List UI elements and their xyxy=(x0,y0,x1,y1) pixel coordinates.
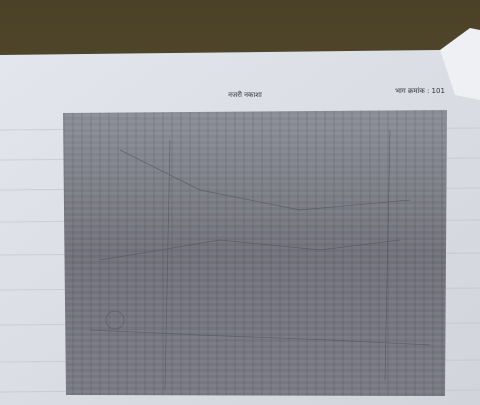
page-ref: भाग क्रमांक : 101 xyxy=(395,87,445,95)
map-vstreaks xyxy=(63,110,447,396)
paper-corner xyxy=(440,28,480,100)
map-sketch xyxy=(89,129,431,391)
page-title: नजरी नकाशा xyxy=(228,90,262,99)
